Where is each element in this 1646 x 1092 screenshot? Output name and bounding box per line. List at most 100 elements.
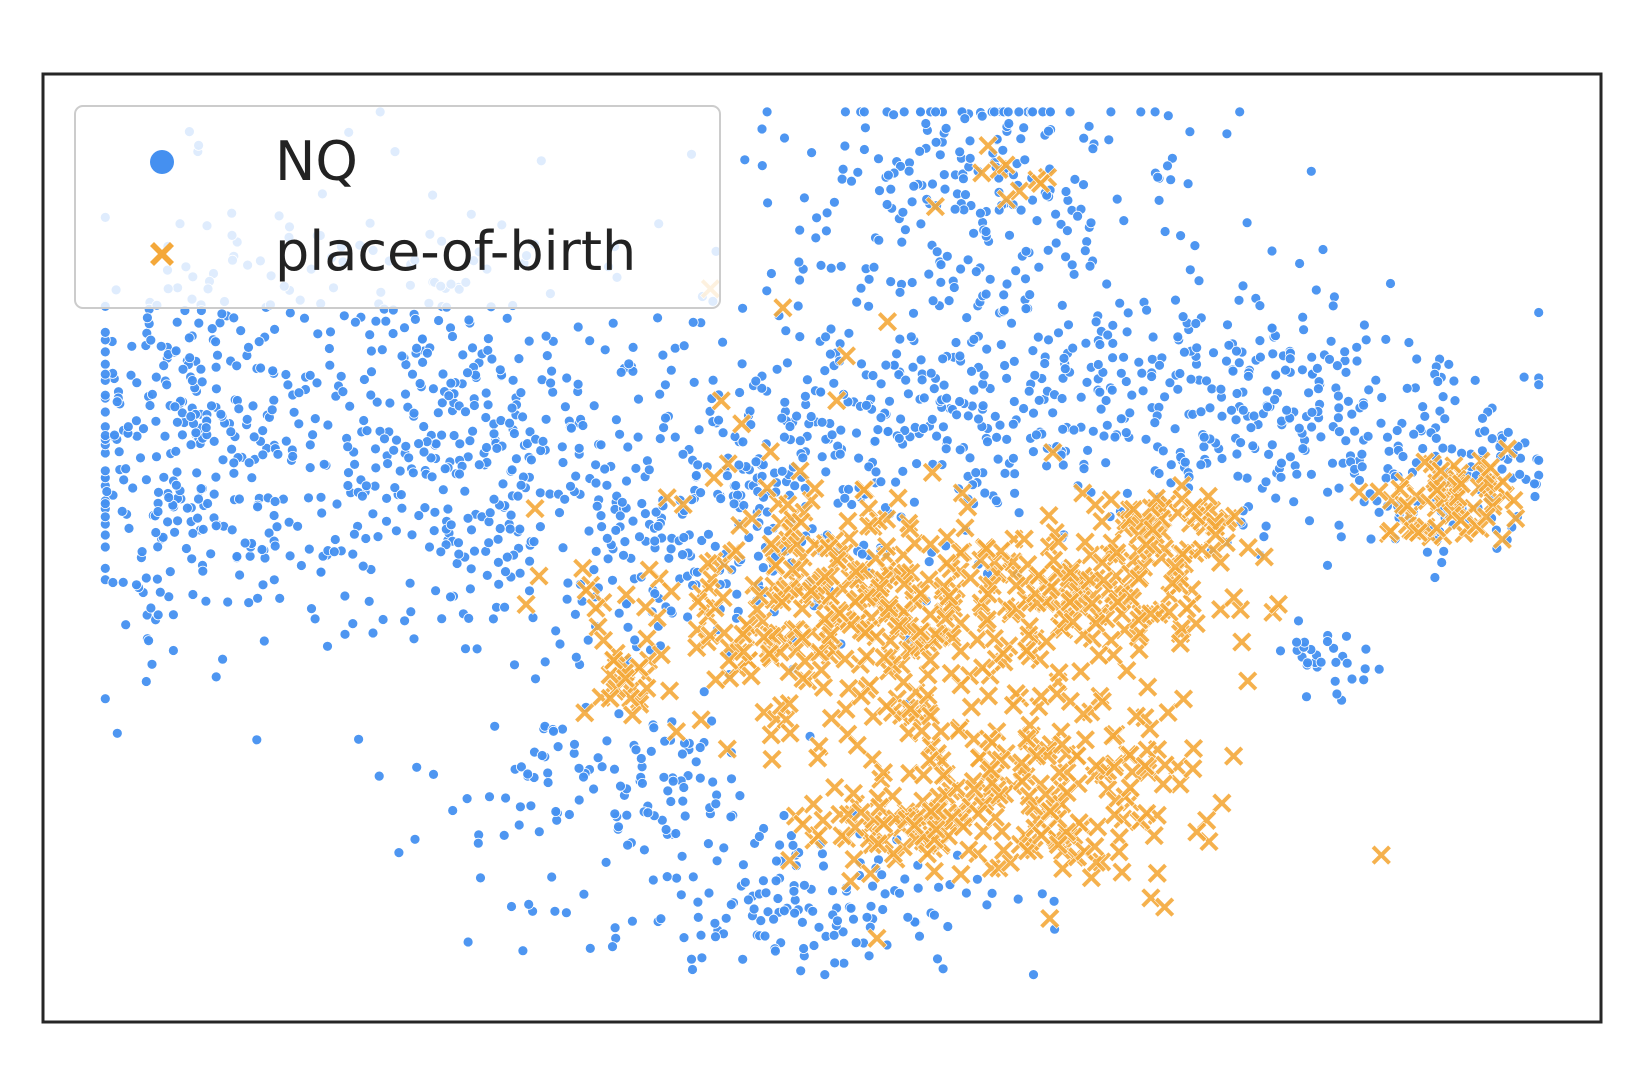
data-point: [1119, 777, 1141, 799]
data-point: [515, 593, 537, 615]
data-point: [318, 458, 330, 470]
data-point: [827, 885, 838, 897]
data-point: [1260, 520, 1272, 532]
data-point: [235, 325, 247, 337]
data-point: [577, 420, 589, 431]
data-point: [995, 154, 1017, 176]
data-point: [906, 277, 918, 288]
data-point: [705, 669, 727, 691]
data-point: [1026, 745, 1048, 767]
data-point: [99, 346, 111, 358]
data-point: [1056, 782, 1078, 804]
data-point: [667, 775, 679, 787]
data-point: [1437, 442, 1449, 454]
data-point: [916, 374, 928, 386]
data-point: [1380, 333, 1392, 345]
data-point: [468, 400, 480, 411]
data-point: [588, 564, 600, 575]
data-point: [500, 566, 511, 577]
data-point: [257, 579, 269, 591]
data-point: [1039, 800, 1061, 822]
data-point: [1354, 474, 1365, 486]
data-point: [494, 523, 506, 534]
data-point: [791, 410, 802, 422]
data-point: [1016, 728, 1038, 750]
data-point: [1231, 631, 1253, 653]
data-point: [522, 438, 533, 450]
data-point: [1261, 385, 1273, 397]
data-point: [1058, 352, 1070, 364]
data-point: [1074, 729, 1096, 751]
data-point: [356, 490, 368, 502]
data-point: [406, 529, 418, 541]
data-point: [978, 685, 999, 707]
data-point: [1358, 399, 1369, 411]
data-point: [1237, 280, 1249, 292]
data-point: [323, 343, 335, 354]
data-point: [411, 761, 423, 773]
data-point: [900, 374, 912, 386]
data-point: [937, 353, 949, 365]
data-point: [228, 312, 240, 324]
data-point: [1322, 560, 1333, 571]
data-point: [756, 123, 768, 135]
data-point: [1373, 663, 1385, 675]
data-point: [1172, 543, 1194, 565]
data-point: [575, 579, 597, 601]
data-point: [789, 480, 801, 492]
data-point: [935, 276, 947, 288]
data-point: [1231, 388, 1243, 399]
data-point: [663, 552, 675, 564]
data-point: [1263, 448, 1274, 460]
data-point: [1306, 406, 1318, 418]
data-point: [1031, 215, 1043, 227]
data-point: [710, 390, 732, 412]
data-point: [601, 479, 613, 491]
data-point: [367, 627, 379, 639]
data-point: [299, 312, 310, 324]
data-point: [754, 831, 765, 842]
data-point: [233, 493, 245, 505]
data-point: [1088, 644, 1110, 666]
data-point: [1063, 319, 1074, 331]
data-point: [1533, 454, 1545, 466]
data-point: [991, 820, 1013, 842]
data-point: [660, 379, 671, 391]
data-point: [1260, 476, 1272, 488]
data-point: [494, 364, 506, 376]
data-point: [915, 218, 927, 230]
data-point: [1253, 546, 1275, 568]
data-point: [195, 483, 207, 495]
legend-label-place-of-birth: place-of-birth: [275, 220, 636, 283]
data-point: [1004, 229, 1015, 241]
data-point: [679, 810, 691, 822]
data-point: [926, 413, 938, 425]
data-point: [758, 643, 780, 665]
data-point: [309, 613, 321, 625]
data-point: [504, 523, 516, 535]
data-point: [210, 383, 222, 395]
data-point: [424, 541, 435, 553]
data-point: [1306, 468, 1317, 480]
data-point: [353, 733, 365, 745]
data-point: [1175, 230, 1186, 242]
data-point: [1233, 294, 1245, 306]
data-point: [217, 653, 229, 665]
data-point: [948, 719, 970, 741]
data-point: [1047, 834, 1069, 856]
data-point: [1285, 451, 1296, 463]
data-point: [998, 289, 1010, 301]
data-point: [464, 583, 476, 595]
data-point: [931, 430, 942, 442]
data-point: [480, 387, 492, 399]
data-point: [813, 921, 825, 933]
data-point: [660, 824, 672, 835]
data-point: [172, 515, 184, 527]
data-point: [845, 902, 857, 914]
data-point: [615, 584, 637, 606]
data-point: [1118, 215, 1130, 227]
data-point: [873, 813, 895, 835]
data-point: [893, 432, 905, 444]
data-point: [999, 467, 1011, 479]
data-point: [1275, 471, 1287, 483]
